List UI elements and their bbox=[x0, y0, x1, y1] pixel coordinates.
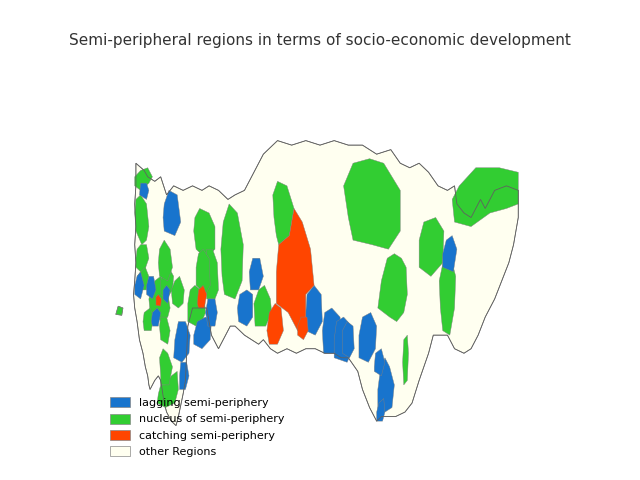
Polygon shape bbox=[254, 286, 271, 326]
Polygon shape bbox=[237, 290, 253, 326]
Polygon shape bbox=[147, 276, 156, 299]
Polygon shape bbox=[443, 236, 457, 272]
Polygon shape bbox=[156, 294, 161, 306]
Polygon shape bbox=[194, 317, 211, 349]
Polygon shape bbox=[134, 141, 518, 426]
Polygon shape bbox=[143, 308, 154, 331]
Polygon shape bbox=[163, 286, 170, 303]
Polygon shape bbox=[159, 317, 170, 344]
Polygon shape bbox=[134, 272, 144, 299]
Polygon shape bbox=[136, 245, 149, 272]
Polygon shape bbox=[452, 168, 518, 227]
Polygon shape bbox=[359, 312, 377, 362]
Polygon shape bbox=[221, 204, 243, 299]
Polygon shape bbox=[334, 317, 353, 362]
Text: Semi-peripheral regions in terms of socio-economic development: Semi-peripheral regions in terms of soci… bbox=[69, 33, 571, 48]
Polygon shape bbox=[159, 349, 173, 385]
Polygon shape bbox=[134, 195, 149, 245]
Polygon shape bbox=[205, 299, 218, 326]
Polygon shape bbox=[197, 286, 207, 308]
Polygon shape bbox=[194, 208, 215, 258]
Polygon shape bbox=[161, 267, 173, 299]
Polygon shape bbox=[344, 159, 400, 249]
Polygon shape bbox=[204, 249, 218, 299]
Polygon shape bbox=[180, 362, 189, 389]
Polygon shape bbox=[419, 217, 444, 276]
Polygon shape bbox=[140, 183, 149, 199]
Polygon shape bbox=[173, 322, 190, 362]
Polygon shape bbox=[151, 308, 161, 326]
Polygon shape bbox=[439, 258, 456, 335]
Polygon shape bbox=[276, 208, 314, 331]
Polygon shape bbox=[149, 276, 170, 322]
Polygon shape bbox=[306, 286, 323, 335]
Polygon shape bbox=[342, 322, 354, 358]
Polygon shape bbox=[116, 306, 123, 315]
Legend: lagging semi-periphery, nucleus of semi-periphery, catching semi-periphery, othe: lagging semi-periphery, nucleus of semi-… bbox=[107, 394, 288, 460]
Polygon shape bbox=[157, 372, 179, 408]
Polygon shape bbox=[137, 267, 149, 290]
Polygon shape bbox=[267, 303, 284, 344]
Polygon shape bbox=[323, 308, 341, 353]
Polygon shape bbox=[172, 276, 184, 308]
Polygon shape bbox=[196, 249, 211, 294]
Polygon shape bbox=[116, 306, 123, 315]
Polygon shape bbox=[134, 168, 152, 191]
Polygon shape bbox=[249, 258, 263, 290]
Polygon shape bbox=[188, 286, 205, 326]
Polygon shape bbox=[273, 181, 294, 245]
Polygon shape bbox=[158, 240, 173, 281]
Polygon shape bbox=[298, 317, 308, 340]
Polygon shape bbox=[403, 335, 408, 385]
Polygon shape bbox=[378, 358, 394, 412]
Polygon shape bbox=[163, 191, 180, 236]
Polygon shape bbox=[377, 398, 385, 421]
Polygon shape bbox=[374, 349, 385, 376]
Polygon shape bbox=[378, 254, 407, 322]
